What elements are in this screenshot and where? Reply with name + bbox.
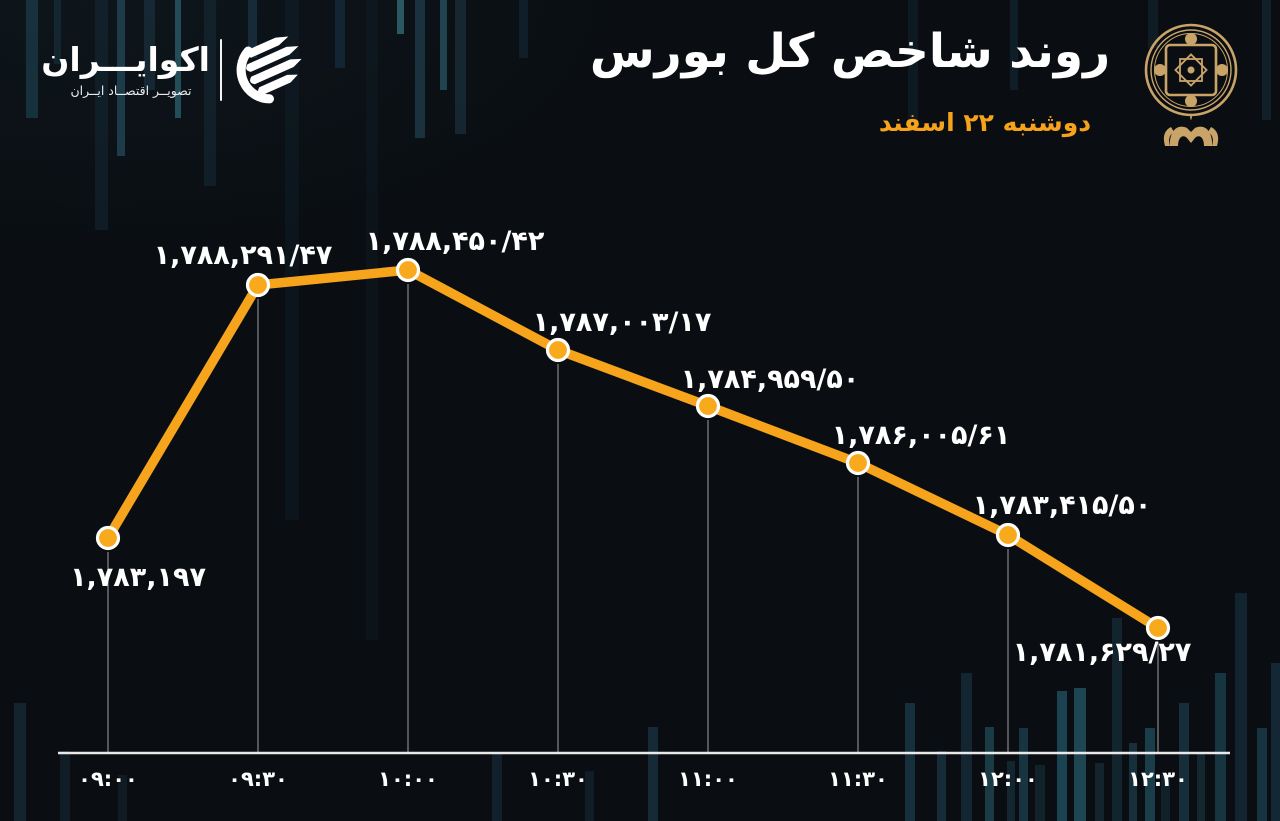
data-point-label: ۱,۷۸۱,۶۲۹/۲۷: [1013, 637, 1192, 668]
data-point: [695, 393, 721, 419]
data-point: [245, 272, 271, 298]
title-block: روند شاخص کل بورس: [560, 24, 1140, 79]
brand-tagline: تصویــر اقتصــاد ایــران: [70, 82, 192, 98]
data-point: [995, 522, 1021, 548]
trend-line: [103, 265, 1163, 633]
data-point: [845, 450, 871, 476]
x-axis-label: ۱۱:۰۰: [678, 767, 738, 791]
data-point-label: ۱,۷۸۸,۴۵۰/۴۲: [366, 226, 545, 257]
page-title: روند شاخص کل بورس: [589, 24, 1111, 79]
ecoiran-logo-icon: [236, 36, 302, 104]
bourse-emblem-icon: [1144, 23, 1238, 146]
x-axis-label: ۰۹:۳۰: [228, 767, 288, 791]
data-point: [395, 257, 421, 283]
data-point-label: ۱,۷۸۳,۴۱۵/۵۰: [973, 490, 1152, 521]
data-point-label: ۱,۷۸۴,۹۵۹/۵۰: [681, 364, 860, 395]
brand-ecoiran: اکوایـــران تصویــر اقتصــاد ایــران: [41, 32, 308, 108]
x-axis-label: ۱۱:۳۰: [828, 767, 888, 791]
x-axis-label: ۱۰:۳۰: [528, 767, 588, 791]
brand-separator: [220, 39, 222, 101]
x-axis-label: ۰۹:۰۰: [78, 767, 138, 791]
data-point: [545, 337, 571, 363]
x-axis-label: ۱۲:۳۰: [1128, 767, 1188, 791]
x-axis-label: ۱۲:۰۰: [978, 767, 1038, 791]
data-point-label: ۱,۷۸۳,۱۹۷: [70, 562, 206, 593]
data-point: [1145, 615, 1171, 641]
brand-name: اکوایـــران: [41, 40, 210, 80]
date-label: دوشنبه ۲۲ اسفند: [878, 108, 1092, 137]
data-point-label: ۱,۷۸۸,۲۹۱/۴۷: [154, 240, 333, 271]
brand-text-block: اکوایـــران تصویــر اقتصــاد ایــران: [41, 40, 210, 98]
x-axis-label: ۱۰:۰۰: [378, 767, 438, 791]
data-point-label: ۱,۷۸۶,۰۰۵/۶۱: [832, 420, 1011, 451]
data-point-label: ۱,۷۸۷,۰۰۳/۱۷: [533, 307, 712, 338]
data-point: [95, 525, 121, 551]
